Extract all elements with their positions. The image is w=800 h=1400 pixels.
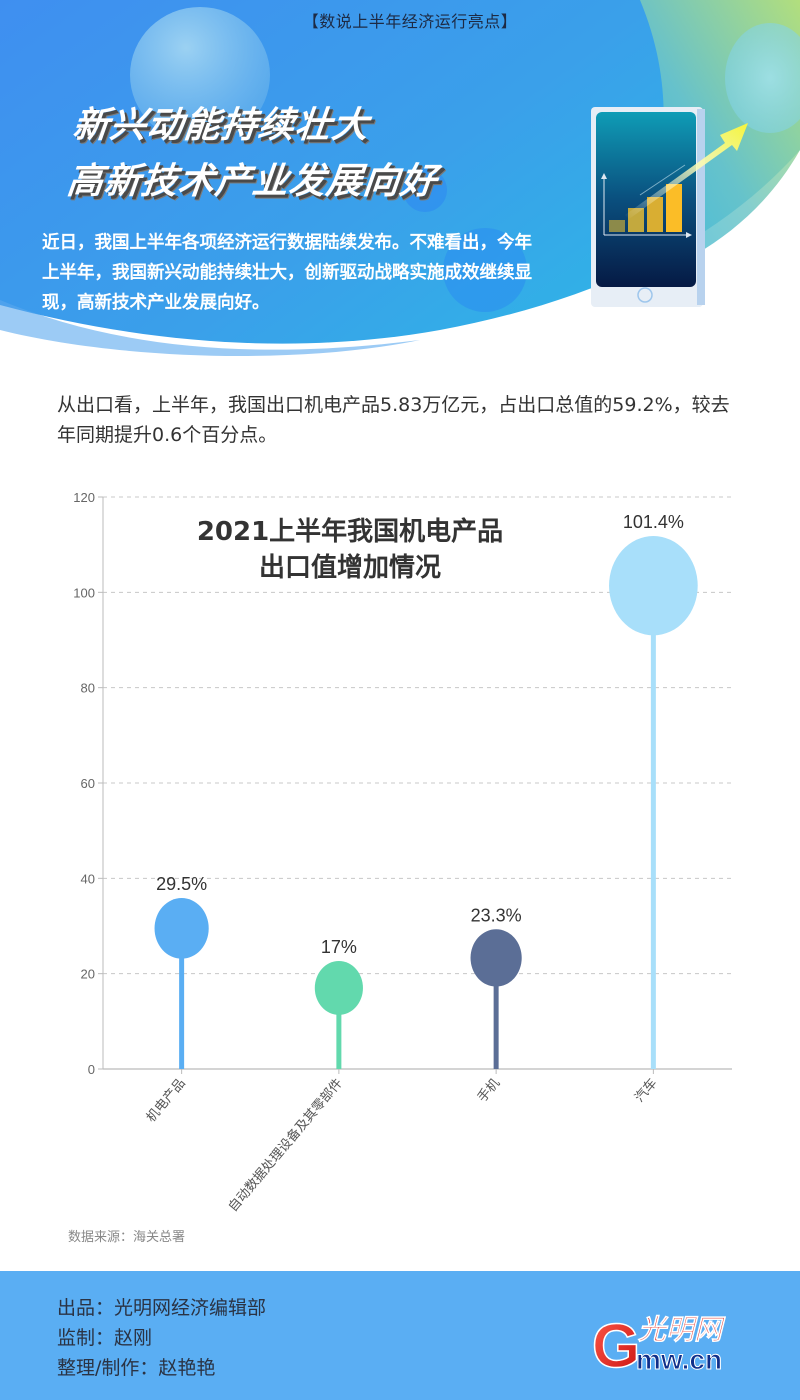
x-tick-label: 汽车	[631, 1075, 660, 1105]
lollipop-head	[314, 960, 363, 1015]
intro-paragraph: 近日，我国上半年各项经济运行数据陆续发布。不难看出，今年上半年，我国新兴动能持续…	[42, 233, 532, 313]
data-source: 数据来源：海关总署	[68, 1230, 186, 1245]
y-tick-label: 120	[73, 490, 95, 505]
credit-producer: 出品：光明网经济编辑部	[57, 1297, 267, 1319]
x-tick-label: 机电产品	[144, 1076, 189, 1125]
phone-rising-bar-chart-icon	[591, 107, 748, 307]
credits-footer: 出品：光明网经济编辑部 监制：赵刚 整理/制作：赵艳艳 G 光明网 mw.cn	[0, 1271, 800, 1400]
x-tick-label: 手机	[475, 1076, 503, 1106]
x-tick-label: 自动数据处理设备及其零部件	[225, 1075, 346, 1215]
data-label: 101.4%	[623, 512, 684, 532]
gmw-logo: G 光明网 mw.cn	[591, 1311, 726, 1379]
y-tick-label: 40	[81, 871, 95, 886]
data-label: 29.5%	[156, 874, 207, 894]
y-tick-label: 80	[81, 681, 95, 696]
title-line-1: 新兴动能持续壮大	[70, 105, 372, 146]
lollipop-head	[154, 898, 209, 959]
lollipop-head	[470, 929, 522, 987]
hero-banner: 【数说上半年经济运行亮点】 新兴动能持续壮大 高新技术产业发展向好 近日，我国上…	[0, 0, 800, 360]
page-title: 新兴动能持续壮大 高新技术产业发展向好	[64, 98, 446, 210]
y-tick-label: 100	[73, 585, 95, 600]
y-tick-label: 60	[81, 776, 95, 791]
chart-plot-area: 0 20 40 60 80 100 120 29.5% 机电产品 17% 自动数据处理设备及其零部件…	[73, 490, 732, 1215]
logo-letter: G	[592, 1312, 640, 1379]
lollipop-head	[609, 536, 698, 636]
data-label: 17%	[321, 937, 357, 957]
chart-title-line-1: 2021上半年我国机电产品	[196, 517, 504, 547]
y-tick-label: 20	[81, 967, 95, 982]
credits-block: 出品：光明网经济编辑部 监制：赵刚 整理/制作：赵艳艳	[57, 1293, 266, 1383]
chart-title-line-2: 出口值增加情况	[258, 553, 441, 583]
lollipop-chart: 0 20 40 60 80 100 120 29.5% 机电产品 17% 自动数据处理设备及其零部件…	[0, 480, 800, 1260]
y-tick-label: 0	[88, 1062, 95, 1077]
lead-paragraph: 从出口看，上半年，我国出口机电产品5.83万亿元，占出口总值的59.2%，较去年…	[57, 394, 730, 446]
title-line-2: 高新技术产业发展向好	[64, 161, 440, 202]
credit-supervisor: 监制：赵刚	[57, 1327, 153, 1349]
data-label: 23.3%	[471, 905, 522, 925]
credit-editor: 整理/制作：赵艳艳	[57, 1357, 216, 1379]
chart-title: 2021上半年我国机电产品 出口值增加情况	[150, 514, 550, 586]
logo-chinese: 光明网	[637, 1313, 726, 1346]
logo-domain: mw.cn	[636, 1344, 722, 1375]
series-kicker: 【数说上半年经济运行亮点】	[302, 12, 518, 31]
